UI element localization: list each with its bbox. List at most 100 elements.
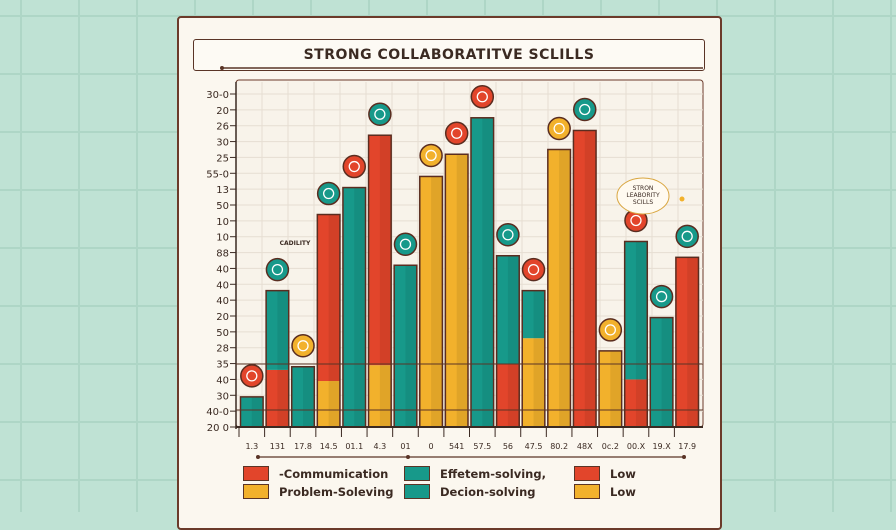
- bar-segment: [624, 379, 648, 427]
- x-tick-label: 14.5: [320, 442, 338, 451]
- callout-dot: [679, 196, 685, 202]
- bar-segment: [471, 117, 494, 428]
- bar-segment: [317, 381, 340, 427]
- y-tick-label: 50: [216, 328, 229, 339]
- legend-label: Low: [610, 466, 636, 481]
- bar-shade: [610, 350, 622, 427]
- y-tick-label: 40: [216, 280, 229, 291]
- bar-segment: [522, 290, 545, 339]
- bar-shade: [584, 130, 597, 427]
- bar-chart: 20 0 40-0 30 40 35 28 50 20 40 40 40 88 10 10 50 13 55-0…: [206, 66, 704, 459]
- bar-segment: [445, 154, 468, 427]
- bar-shade: [379, 365, 392, 427]
- title-arrow-head: [220, 66, 224, 70]
- skill-badge-icon: [470, 85, 495, 109]
- bar-shade: [661, 317, 673, 427]
- y-tick-label: 25: [216, 153, 229, 164]
- chart-title-box: STRONG COLLABORATITVE SCLILLS: [193, 39, 705, 71]
- skill-badge-icon: [649, 284, 674, 309]
- skill-badge-glyph: [681, 230, 693, 242]
- bar-segment: [496, 363, 520, 427]
- bar-shade: [635, 379, 648, 427]
- x-tick-label: 80.2: [550, 442, 568, 451]
- y-tick-label: 13: [216, 185, 229, 196]
- y-tick-label: 55-0: [206, 169, 229, 180]
- skill-badge-glyph: [271, 263, 284, 276]
- skill-badge-glyph: [399, 238, 412, 250]
- x-range-dot: [256, 455, 260, 459]
- bar-segment: [394, 265, 417, 427]
- skill-badge-icon: [419, 143, 443, 168]
- bar-segment: [573, 130, 597, 427]
- bar-shade: [405, 265, 417, 427]
- skill-badge-glyph: [374, 108, 386, 120]
- legend-label: Low: [610, 484, 636, 499]
- y-tick-label: 10: [216, 233, 229, 244]
- bar-shade: [507, 363, 520, 427]
- skill-badge-glyph: [655, 290, 668, 303]
- y-tick-label: 26: [216, 122, 229, 133]
- skill-badge-icon: [342, 154, 366, 179]
- y-tick-label: 40: [216, 375, 229, 386]
- skill-badge-icon: [521, 257, 546, 282]
- x-tick-label: 57.5: [473, 442, 491, 451]
- bar-segment: [266, 290, 289, 370]
- bar-shade: [303, 366, 315, 427]
- legend-label: -Commumication: [279, 466, 389, 481]
- skill-badge-icon: [675, 224, 699, 249]
- x-tick-label: 01.1: [345, 442, 363, 451]
- callout-text: SCILLS: [633, 199, 653, 206]
- legend-swatch: [404, 484, 430, 499]
- x-tick-label: 17.8: [294, 442, 312, 451]
- legend-swatch: [243, 466, 269, 481]
- y-tick-label: 50: [216, 201, 229, 212]
- skill-badge-icon: [368, 102, 392, 126]
- skill-badge-glyph: [527, 263, 540, 276]
- annotation-label: CADILITY: [280, 240, 311, 247]
- bar-segment: [368, 135, 392, 366]
- x-range-dot: [682, 455, 686, 459]
- bar-segment: [675, 257, 699, 427]
- x-tick-label: 01: [400, 442, 410, 451]
- skill-badge-glyph: [246, 370, 258, 382]
- bar-segment: [291, 366, 315, 427]
- bar-segment: [496, 255, 520, 364]
- skill-badge-icon: [598, 318, 623, 342]
- skill-badge-glyph: [579, 103, 591, 116]
- bar-shade: [277, 369, 289, 427]
- bar-shade: [431, 176, 443, 427]
- skill-badge-icon: [444, 121, 469, 146]
- bar-shade: [533, 338, 545, 427]
- skill-badge-icon: [291, 333, 315, 358]
- y-tick-label: 20: [216, 106, 229, 117]
- x-tick-label: 4.3: [373, 442, 386, 451]
- x-tick-label: 47.5: [525, 442, 543, 451]
- bar-segment: [522, 338, 545, 427]
- skill-badge-glyph: [476, 91, 488, 103]
- skill-badge-glyph: [604, 324, 617, 336]
- bar-segment: [368, 365, 392, 427]
- legend-item-communication: -Commumication: [243, 466, 388, 481]
- bar-shade: [354, 187, 366, 427]
- bar-segment: [624, 241, 648, 380]
- y-tick-label: 88: [216, 249, 229, 260]
- bar-segment: [240, 396, 264, 427]
- legend-swatch: [243, 484, 269, 499]
- skill-badge-glyph: [630, 214, 642, 227]
- bar-shade: [533, 290, 545, 339]
- legend-item-effetem-solving: Effetem-solving,: [404, 466, 546, 481]
- callout-text: STRON: [633, 185, 654, 192]
- legend-swatch: [574, 484, 600, 499]
- skill-badge-icon: [573, 97, 597, 122]
- skill-badge-glyph: [502, 229, 514, 241]
- y-tick-label: 40-0: [206, 407, 229, 418]
- legend-item-decion-solving: Decion-solving: [404, 484, 536, 499]
- legend-label: Problem-Soleving: [279, 484, 394, 499]
- chart-title: STRONG COLLABORATITVE SCLILLS: [303, 47, 595, 63]
- bar-shade: [687, 257, 699, 427]
- bar-segment: [266, 369, 289, 427]
- y-tick-label: 20: [216, 312, 229, 323]
- bar-shade: [456, 154, 468, 427]
- bar-segment: [599, 350, 622, 427]
- x-tick-label: 56: [503, 442, 513, 451]
